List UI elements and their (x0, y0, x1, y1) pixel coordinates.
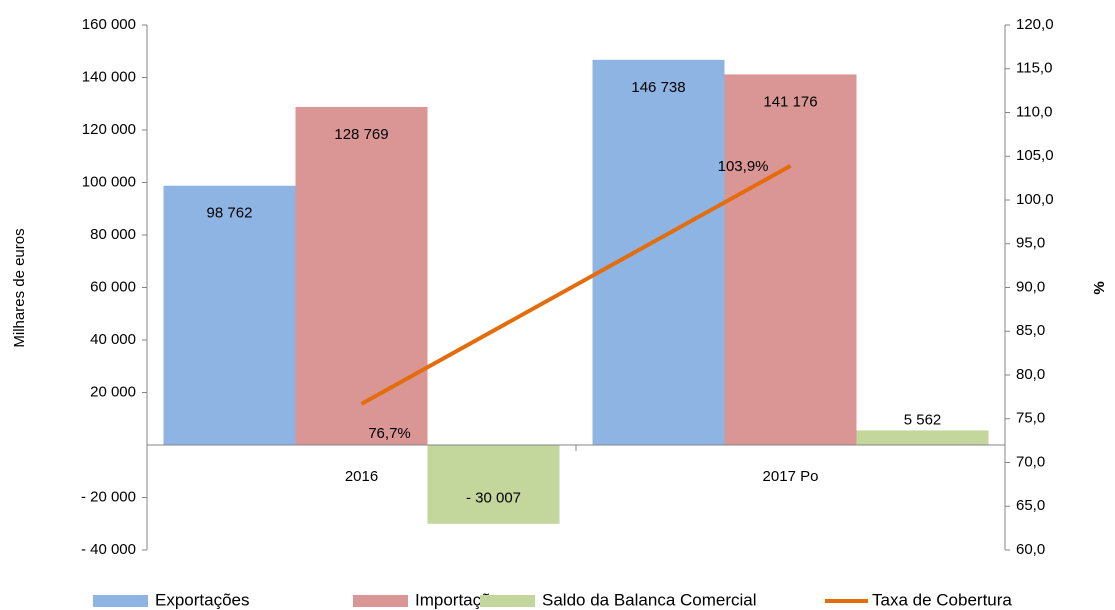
y-tick-label: 160 000 (82, 16, 136, 33)
bar (163, 185, 296, 445)
y-tick-label: 60 000 (90, 278, 136, 295)
y2-tick-label: 95,0 (1016, 235, 1045, 252)
data-label: - 30 007 (466, 489, 521, 506)
y-tick-label: 40 000 (90, 331, 136, 348)
data-label: 5 562 (904, 411, 942, 428)
data-label: 103,9% (718, 158, 769, 175)
data-label: 146 738 (631, 79, 685, 96)
y-tick-label: 100 000 (82, 173, 136, 190)
bar (592, 59, 725, 446)
y-tick-label: - 20 000 (81, 488, 136, 505)
y-tick-label: 120 000 (82, 121, 136, 138)
line-series (360, 164, 792, 406)
bar (856, 430, 989, 445)
legend-label: Saldo da Balanca Comercial (542, 590, 757, 609)
y-tick-label: 80 000 (90, 226, 136, 243)
bar (295, 106, 428, 445)
data-label: 128 769 (334, 126, 388, 143)
y2-tick-label: 80,0 (1016, 366, 1045, 383)
bar (724, 74, 857, 446)
legend-swatch (353, 595, 408, 607)
bar (427, 445, 560, 524)
y2-tick-label: 75,0 (1016, 410, 1045, 427)
y2-tick-label: 85,0 (1016, 322, 1045, 339)
x-tick-label: 2016 (345, 468, 378, 485)
y2-axis-title: % (1091, 281, 1108, 294)
y2-tick-label: 70,0 (1016, 453, 1045, 470)
legend-swatch (480, 595, 535, 607)
legend-swatch (93, 595, 148, 607)
data-label: 76,7% (368, 425, 411, 442)
y2-tick-label: 60,0 (1016, 541, 1045, 558)
y2-tick-label: 105,0 (1016, 147, 1054, 164)
y-tick-label: - 40 000 (81, 541, 136, 558)
y2-tick-label: 65,0 (1016, 497, 1045, 514)
y-axis-title: Milhares de euros (11, 228, 28, 347)
y-tick-label: 20 000 (90, 383, 136, 400)
data-label: 98 762 (207, 205, 253, 222)
y2-tick-label: 110,0 (1016, 103, 1052, 120)
y2-tick-label: 115,0 (1016, 60, 1052, 77)
x-tick-label: 2017 Po (763, 468, 819, 485)
y-tick-label: 140 000 (82, 68, 136, 85)
y2-tick-label: 120,0 (1016, 16, 1054, 33)
y2-tick-label: 100,0 (1016, 191, 1054, 208)
legend-label: Exportações (155, 590, 250, 609)
data-label: 141 176 (763, 93, 817, 110)
y2-tick-label: 90,0 (1016, 278, 1045, 295)
legend-label: Taxa de Cobertura (872, 590, 1012, 609)
